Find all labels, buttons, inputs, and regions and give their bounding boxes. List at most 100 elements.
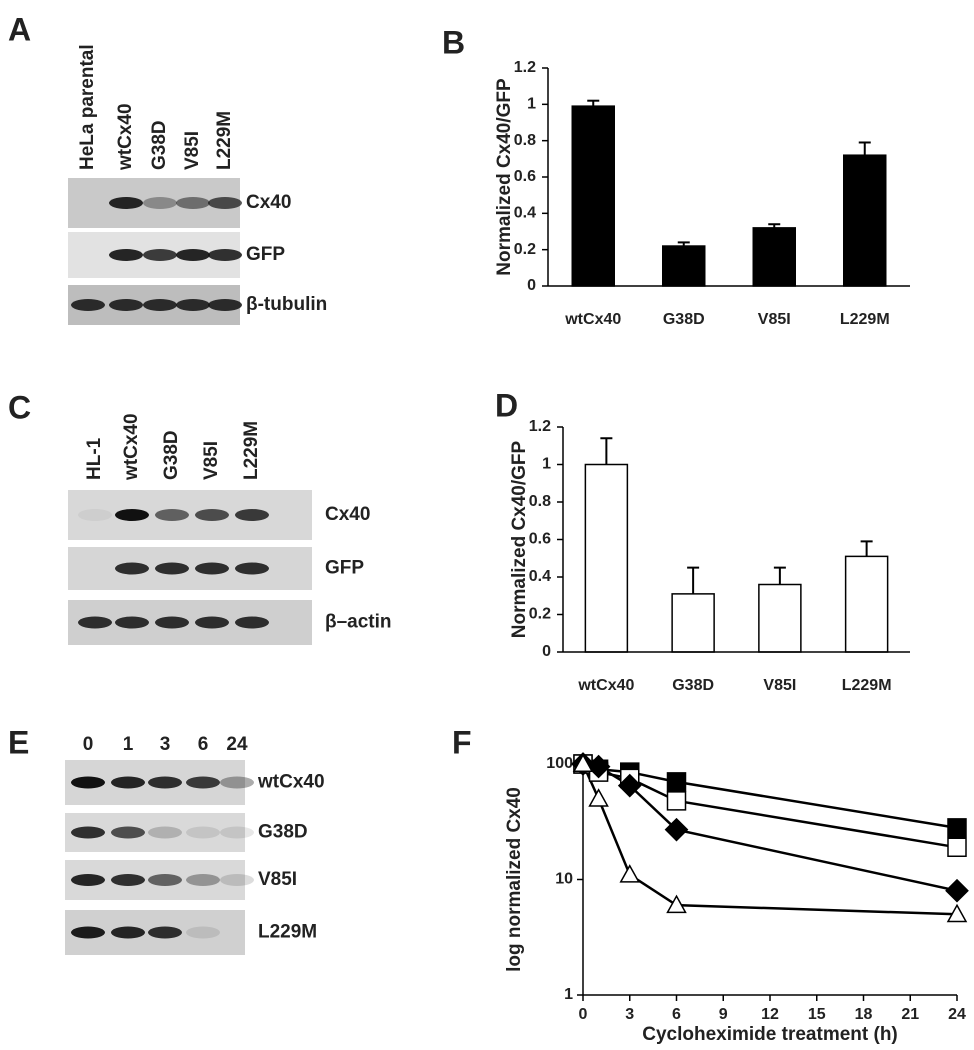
y-tick-label: 1 [564, 986, 573, 1003]
blot-strip [68, 490, 312, 540]
bar [843, 154, 887, 287]
y-tick-label: 0.8 [529, 493, 551, 510]
y-tick-label: 0 [527, 277, 536, 294]
x-tick-label: V85I [763, 677, 796, 694]
row-label: Cx40 [246, 192, 291, 213]
lane-label: V85I [182, 131, 203, 170]
x-tick-label: 12 [761, 1006, 779, 1023]
blot-band [235, 509, 269, 521]
x-tick-label: 9 [719, 1006, 728, 1023]
blot-band [111, 826, 145, 839]
panel-label: C [8, 389, 31, 425]
blot-band [71, 826, 105, 839]
x-tick-label: 21 [901, 1006, 919, 1023]
bar [758, 583, 802, 653]
y-tick-label: 0.2 [514, 241, 536, 258]
lane-label: HL-1 [84, 437, 105, 480]
marker [945, 878, 969, 903]
row-label: β–actin [325, 612, 392, 633]
y-tick-label: 0.2 [529, 606, 551, 623]
y-tick-label: 1 [527, 96, 536, 113]
row-label: wtCx40 [257, 772, 325, 793]
blot-band [208, 299, 242, 311]
lane-label: 0 [83, 734, 94, 755]
marker [664, 817, 689, 842]
blot-band [195, 562, 229, 575]
blot-band [220, 776, 254, 789]
x-tick-label: 18 [855, 1006, 873, 1023]
blot-band [176, 249, 210, 261]
lane-label: 3 [160, 734, 171, 755]
blot-band [111, 926, 145, 939]
blot-band [195, 509, 229, 521]
y-axis-label: Normalized Cx40/GFP [494, 78, 515, 276]
blot-band [78, 509, 112, 521]
x-tick-label: wtCx40 [564, 311, 621, 328]
panel-label: E [8, 724, 29, 760]
x-tick-label: 6 [672, 1006, 681, 1023]
marker [572, 753, 594, 772]
bar [752, 227, 796, 287]
x-axis-label: Cycloheximide treatment (h) [642, 1024, 898, 1045]
row-label: G38D [258, 822, 308, 843]
blot-band [235, 616, 269, 629]
blot-band [115, 562, 149, 575]
y-tick-label: 10 [555, 871, 573, 888]
marker [586, 754, 611, 779]
blot-band [186, 926, 220, 939]
blot-band [71, 874, 105, 886]
marker [947, 837, 967, 858]
x-tick-label: 0 [579, 1006, 588, 1023]
x-tick-label: V85I [758, 311, 791, 328]
y-tick-label: 100 [546, 755, 573, 772]
blot-band [186, 776, 220, 789]
blot-band [109, 197, 143, 209]
marker [619, 864, 641, 883]
blot-band [186, 874, 220, 886]
blot-band [176, 299, 210, 311]
blot-band [148, 776, 182, 789]
blot-band [115, 616, 149, 629]
x-tick-label: G38D [663, 311, 705, 328]
marker [666, 772, 687, 792]
blot-band [148, 926, 182, 939]
y-tick-label: 0.6 [514, 168, 536, 185]
blot-band [71, 776, 105, 789]
row-label: GFP [325, 558, 364, 579]
y-tick-label: 0.4 [514, 205, 536, 222]
blot-band [155, 509, 189, 521]
x-tick-label: G38D [672, 677, 714, 694]
lane-label: 6 [198, 734, 209, 755]
y-tick-label: 0.8 [514, 132, 536, 149]
lane-label: wtCx40 [115, 103, 136, 171]
panel-label: A [8, 11, 31, 47]
x-tick-label: 24 [948, 1006, 966, 1023]
panel-label: F [452, 724, 472, 760]
lane-label: HeLa parental [77, 44, 98, 170]
bar [844, 555, 889, 653]
blot-band [220, 874, 254, 886]
blot-band [155, 562, 189, 575]
blot-band [71, 926, 105, 939]
y-axis-label: Normalized Cx40/GFP [509, 440, 530, 638]
lane-label: G38D [149, 120, 170, 170]
row-label: GFP [246, 244, 285, 265]
blot-band [176, 197, 210, 209]
blot-band [111, 776, 145, 789]
y-tick-label: 0.4 [529, 568, 551, 585]
blot-band [71, 299, 105, 311]
y-tick-label: 1.2 [514, 59, 536, 76]
marker [666, 894, 687, 914]
blot-band [115, 509, 149, 521]
y-tick-label: 0 [542, 643, 551, 660]
marker [947, 818, 967, 838]
blot-band [78, 616, 112, 629]
blot-band [143, 299, 177, 311]
x-tick-label: 3 [625, 1006, 634, 1023]
marker [946, 903, 968, 923]
x-tick-label: L229M [842, 677, 892, 694]
blot-band [143, 197, 177, 209]
bar [571, 105, 615, 287]
y-axis-label: log normalized Cx40 [504, 787, 525, 972]
